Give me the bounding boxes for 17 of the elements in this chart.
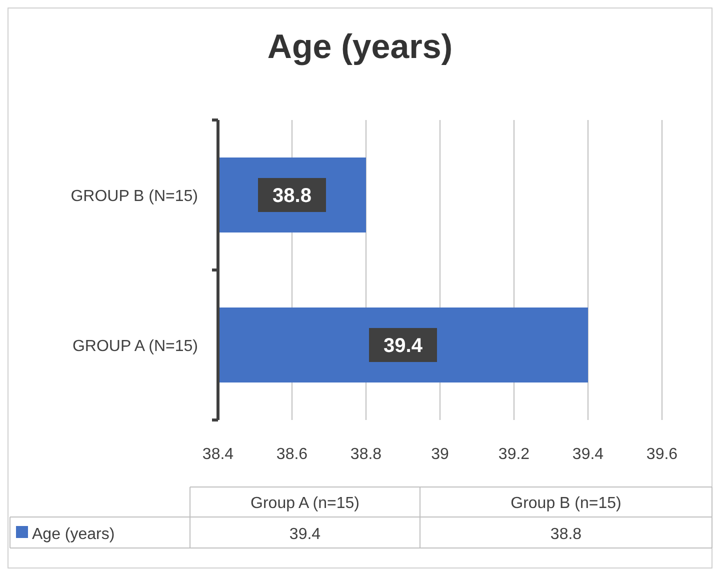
data-label: 38.8 (272, 185, 312, 207)
x-tick-label: 39 (431, 446, 449, 463)
x-tick-label: 38.4 (202, 446, 234, 463)
x-tick-label: 39.6 (646, 446, 678, 463)
legend-label: Age (years) (32, 526, 115, 543)
text: 38.8 (550, 526, 582, 543)
text: Group B (n=15) (510, 495, 622, 512)
x-tick-label: 39.2 (498, 446, 530, 463)
text: 39.4 (289, 526, 321, 543)
x-tick-label: 39.4 (572, 446, 604, 463)
chart-title: Age (years) (267, 28, 453, 66)
data-label: 39.4 (384, 335, 424, 357)
x-tick-label: 38.6 (276, 446, 308, 463)
text: Group A (n=15) (250, 495, 360, 512)
y-tick-label: GROUP A (N=15) (72, 338, 198, 355)
x-tick-label: 38.8 (350, 446, 382, 463)
y-tick-label: GROUP B (N=15) (70, 188, 198, 205)
